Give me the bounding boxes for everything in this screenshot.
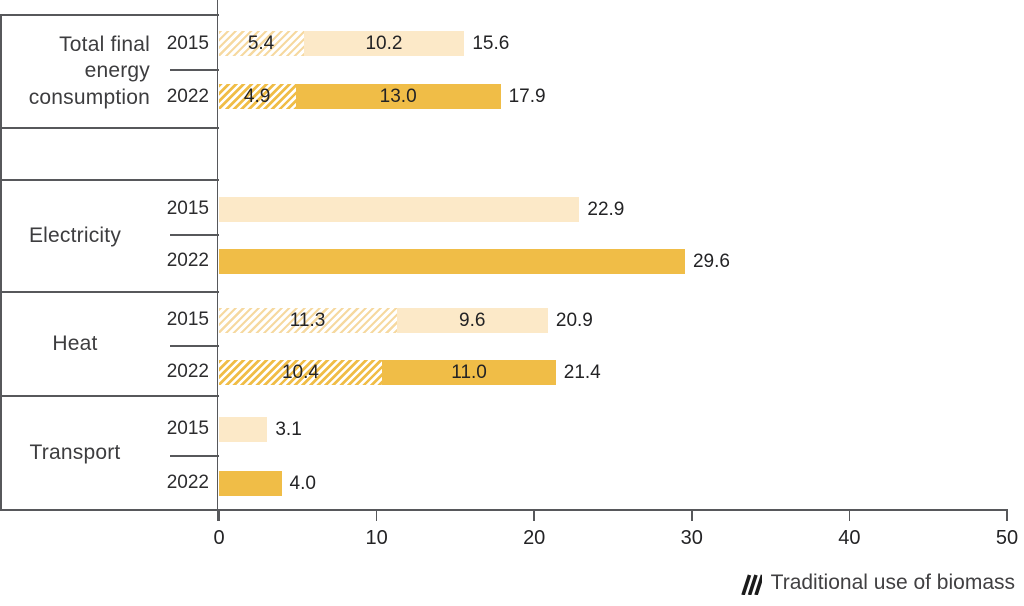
category-divider (0, 395, 219, 397)
segment-value-label: 5.4 (247, 33, 275, 54)
bar-segment-solid-2015: 10.2 (303, 31, 465, 56)
x-axis-tick (691, 509, 693, 521)
segment-value-label: 10.4 (281, 361, 319, 383)
bar-segment-solid-2022: 13.0 (295, 84, 501, 109)
bar-segment-solid-2015 (218, 196, 580, 222)
bar-row (218, 470, 282, 496)
bar-row (218, 416, 268, 442)
bar-total-label: 20.9 (555, 309, 593, 331)
bar-total-label: 17.9 (508, 86, 546, 107)
bar-total-label: 4.0 (289, 472, 316, 494)
year-label: 2022 (166, 85, 209, 107)
category-label: Total final energy consumption (0, 15, 158, 128)
segment-value-label: 10.2 (365, 33, 403, 54)
bar-segment-solid-2015 (218, 416, 268, 442)
x-axis-tick-label: 30 (680, 527, 703, 549)
x-axis-tick (848, 509, 851, 521)
bar-row: 11.3 9.6 (218, 307, 548, 333)
bar-total-label: 3.1 (275, 418, 302, 440)
category-left-border (0, 15, 2, 510)
category-label-line: Heat (52, 331, 98, 355)
category-label-line: Transport (29, 440, 121, 464)
year-divider (170, 69, 219, 71)
year-label: 2015 (166, 32, 209, 54)
segment-value-label: 11.0 (451, 361, 487, 383)
bar-segment-solid-2022: 11.0 (382, 359, 556, 385)
bar-row (218, 196, 580, 222)
year-label: 2015 (166, 198, 209, 219)
year-label: 2022 (166, 472, 209, 493)
segment-value-label: 13.0 (379, 86, 417, 107)
x-axis-tick-label: 40 (838, 527, 861, 549)
bar-segment-hatched-2022: 10.4 (218, 359, 383, 385)
year-label: 2022 (166, 250, 209, 271)
bar-row: 10.4 11.0 (218, 359, 556, 385)
year-divider (170, 345, 219, 347)
x-axis-tick (533, 509, 535, 521)
y-axis-line (216, 0, 219, 521)
bar-segment-solid-2015: 9.6 (396, 307, 548, 333)
category-label: Transport (0, 396, 150, 510)
bar-row: 4.9 13.0 (218, 84, 501, 109)
bar-segment-solid-2022 (218, 248, 685, 274)
bar-segment-hatched-2015: 5.4 (218, 31, 304, 56)
x-axis-tick-label: 10 (365, 527, 388, 549)
year-divider (170, 455, 219, 457)
year-label: 2015 (166, 418, 209, 439)
year-label: 2022 (166, 361, 209, 382)
bar-total-label: 15.6 (472, 33, 510, 54)
segment-value-label: 11.3 (289, 309, 326, 331)
x-axis-tick-label: 20 (523, 527, 546, 549)
category-label-line: energy (84, 59, 150, 83)
year-label: 2015 (166, 309, 209, 330)
category-label: Heat (0, 292, 150, 396)
bar-row: 5.4 10.2 (218, 31, 465, 56)
bar-segment-hatched-2015: 11.3 (218, 307, 397, 333)
category-divider (0, 291, 219, 293)
x-axis-line (0, 509, 1008, 511)
category-label: Electricity (0, 180, 150, 292)
bar-total-label: 21.4 (563, 361, 601, 383)
category-label-line: consumption (28, 85, 150, 109)
category-label-line: Total final (59, 32, 150, 56)
category-label-line: Electricity (28, 223, 122, 247)
x-axis-tick-label: 0 (213, 527, 225, 549)
category-divider (0, 127, 219, 129)
legend-label: Traditional use of biomass (770, 571, 1015, 594)
bar-segment-solid-2022 (218, 470, 282, 496)
segment-value-label: 4.9 (243, 86, 271, 107)
segment-value-label: 9.6 (459, 309, 486, 331)
x-axis-tick-label: 50 (995, 527, 1019, 549)
bar-total-label: 29.6 (692, 250, 730, 272)
year-divider (170, 234, 219, 236)
x-axis-tick (375, 509, 378, 521)
x-axis-tick (1006, 509, 1008, 521)
bar-total-label: 22.9 (587, 198, 625, 220)
x-axis-tick (218, 509, 220, 521)
category-divider (0, 179, 219, 181)
legend: Traditional use of biomass (740, 571, 1015, 595)
category-divider (0, 14, 219, 16)
bar-segment-hatched-2022: 4.9 (218, 84, 296, 109)
hatch-legend-icon (740, 573, 762, 595)
bar-row (218, 248, 685, 274)
